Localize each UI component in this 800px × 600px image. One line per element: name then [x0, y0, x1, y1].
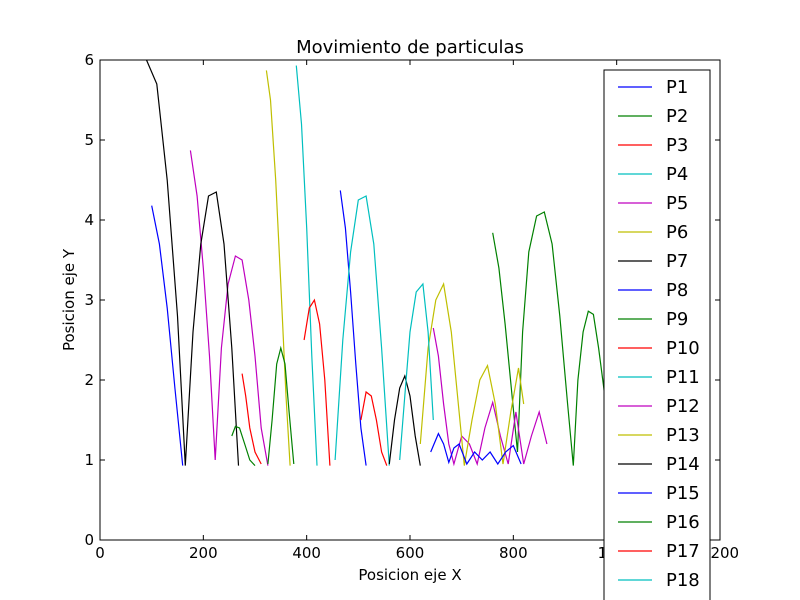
legend-label-p14: P14: [666, 454, 700, 475]
y-tick-label: 4: [84, 211, 94, 229]
legend-label-p11: P11: [666, 367, 700, 388]
legend-label-p17: P17: [666, 541, 700, 562]
legend-label-p5: P5: [666, 193, 688, 214]
x-tick-label: 600: [396, 544, 425, 562]
legend-label-p16: P16: [666, 512, 700, 533]
legend-label-p7: P7: [666, 251, 688, 272]
y-tick-label: 0: [84, 531, 94, 549]
series-line-p4: [295, 65, 318, 466]
series-line-p5: [189, 150, 269, 466]
y-tick-label: 2: [84, 371, 94, 389]
legend-label-p12: P12: [666, 396, 700, 417]
series-line-p18: [399, 282, 434, 461]
series-line-p15: [430, 432, 522, 466]
chart-title: Movimiento de particulas: [296, 37, 524, 58]
legend-label-p1: P1: [666, 77, 688, 98]
legend-label-p13: P13: [666, 425, 700, 446]
series-line-p2: [492, 211, 615, 466]
legend-label-p6: P6: [666, 222, 688, 243]
series-line-p10: [303, 298, 331, 466]
legend: P1 P2 P3 P4 P5 P6 P7 P8 P9 P10 P11 P12 P13 P14 P15 P16 P…: [603, 69, 711, 600]
series-line-p11: [334, 195, 390, 466]
legend-label-p8: P8: [666, 280, 688, 301]
legend-label-p15: P15: [666, 483, 700, 504]
series-line-p9: [231, 425, 256, 467]
y-axis-ticks: 0 1 2 3 4 5 6: [84, 51, 720, 549]
series-line-p17: [360, 390, 388, 466]
y-tick-label: 5: [84, 131, 94, 149]
y-tick-label: 3: [84, 291, 94, 309]
legend-label-p2: P2: [666, 106, 688, 127]
series-line-p3: [241, 373, 262, 465]
series-line-p6: [265, 70, 291, 466]
series-line-p1: [151, 205, 184, 466]
y-axis-label: Posicion eje Y: [60, 248, 78, 351]
legend-label-p10: P10: [666, 338, 700, 359]
legend-label-p3: P3: [666, 135, 688, 156]
legend-label-p18: P18: [666, 570, 700, 591]
y-tick-label: 6: [84, 51, 94, 69]
legend-label-p9: P9: [666, 309, 688, 330]
legend-box: [603, 69, 711, 600]
x-tick-label: 200: [189, 544, 218, 562]
series-line-p7: [145, 60, 240, 466]
x-tick-label: 400: [292, 544, 321, 562]
series-layer: [145, 60, 615, 467]
x-axis-label: Posicion eje X: [358, 566, 461, 584]
series-line-p12: [432, 327, 548, 467]
x-tick-label: 0: [95, 544, 105, 562]
series-line-p14: [388, 374, 421, 466]
x-tick-label: 800: [499, 544, 528, 562]
y-tick-label: 1: [84, 451, 94, 469]
series-line-p8: [339, 190, 367, 466]
legend-label-p4: P4: [666, 164, 688, 185]
series-line-p16: [267, 345, 295, 465]
series-line-p13: [419, 282, 525, 466]
